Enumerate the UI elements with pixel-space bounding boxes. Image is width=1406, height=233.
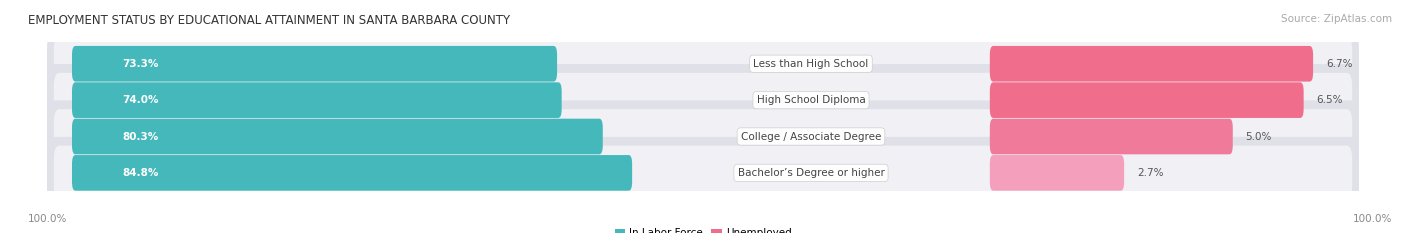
Text: 73.3%: 73.3% [122, 59, 159, 69]
Text: College / Associate Degree: College / Associate Degree [741, 131, 882, 141]
FancyBboxPatch shape [990, 82, 1303, 118]
FancyBboxPatch shape [72, 119, 603, 154]
Text: 100.0%: 100.0% [28, 214, 67, 224]
FancyBboxPatch shape [46, 28, 1360, 100]
Text: Bachelor’s Degree or higher: Bachelor’s Degree or higher [738, 168, 884, 178]
Text: EMPLOYMENT STATUS BY EDUCATIONAL ATTAINMENT IN SANTA BARBARA COUNTY: EMPLOYMENT STATUS BY EDUCATIONAL ATTAINM… [28, 14, 510, 27]
Text: 2.7%: 2.7% [1137, 168, 1163, 178]
FancyBboxPatch shape [46, 64, 1360, 136]
FancyBboxPatch shape [72, 46, 557, 82]
FancyBboxPatch shape [990, 46, 1313, 82]
FancyBboxPatch shape [72, 155, 633, 191]
FancyBboxPatch shape [72, 82, 561, 118]
FancyBboxPatch shape [53, 146, 1353, 200]
Text: 6.5%: 6.5% [1316, 95, 1343, 105]
Text: 74.0%: 74.0% [122, 95, 159, 105]
Text: 5.0%: 5.0% [1246, 131, 1272, 141]
Legend: In Labor Force, Unemployed: In Labor Force, Unemployed [610, 224, 796, 233]
Text: 80.3%: 80.3% [122, 131, 159, 141]
FancyBboxPatch shape [46, 100, 1360, 172]
Text: Less than High School: Less than High School [754, 59, 869, 69]
Text: 6.7%: 6.7% [1326, 59, 1353, 69]
FancyBboxPatch shape [990, 119, 1233, 154]
Text: 84.8%: 84.8% [122, 168, 159, 178]
FancyBboxPatch shape [53, 37, 1353, 91]
Text: Source: ZipAtlas.com: Source: ZipAtlas.com [1281, 14, 1392, 24]
FancyBboxPatch shape [46, 137, 1360, 209]
Text: 100.0%: 100.0% [1353, 214, 1392, 224]
Text: High School Diploma: High School Diploma [756, 95, 865, 105]
FancyBboxPatch shape [990, 155, 1125, 191]
FancyBboxPatch shape [53, 109, 1353, 164]
FancyBboxPatch shape [53, 73, 1353, 127]
